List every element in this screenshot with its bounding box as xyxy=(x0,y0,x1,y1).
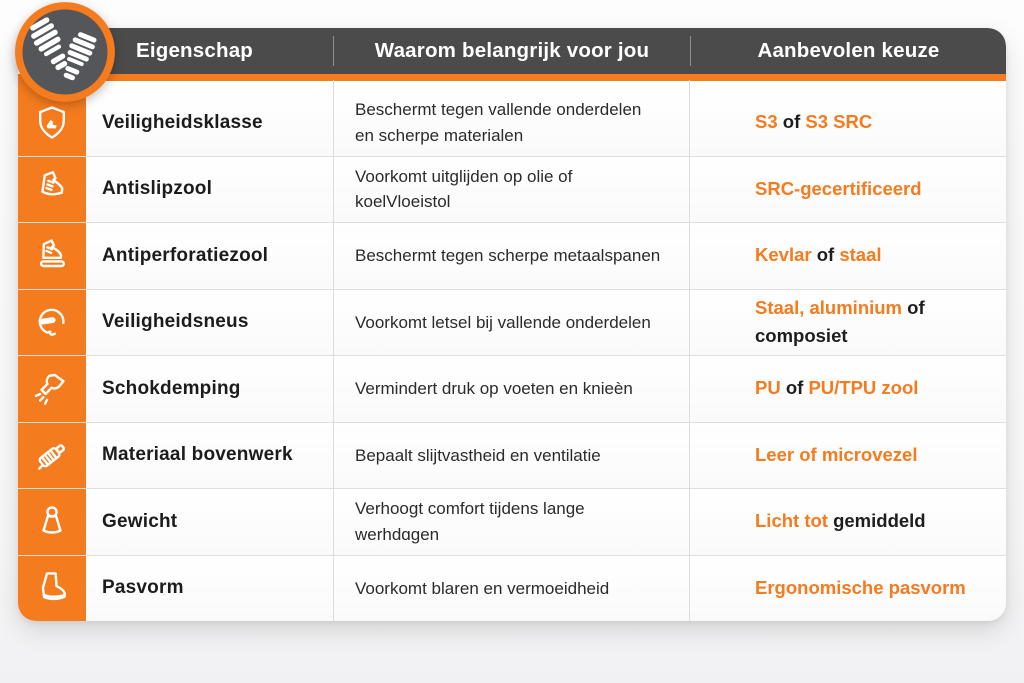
material-roll-icon xyxy=(32,435,72,475)
why-text: Verhoogt comfort tijdens lange werhdɑgen xyxy=(355,499,585,544)
choice-segment: S3 xyxy=(755,111,778,133)
table-row: Schokdemping Vermindert druk op voeten e… xyxy=(18,355,1006,422)
weight-icon xyxy=(32,502,72,542)
table-row: Antiperforatiezool Beschermt tegen scher… xyxy=(18,222,1006,289)
header-cell-eigenschap: Eigenschap xyxy=(56,28,333,74)
row-icon-cell xyxy=(18,289,86,355)
choice-text: Ergonomische pasvorm xyxy=(689,556,1006,622)
why-text: Voorkomt letsel bij vallende onderdelen xyxy=(355,312,651,332)
row-icon-cell xyxy=(18,555,86,621)
row-icon-cell xyxy=(18,223,86,289)
comparison-table-card: Eigenschap Waarom belangrijk voor jou Aa… xyxy=(18,28,1006,621)
choice-text: SRC-gecertificeerd xyxy=(689,157,1006,223)
choice-segment: of xyxy=(780,377,809,399)
why-text: Bepaalt slijtvastheid en ventilatie xyxy=(355,445,601,465)
choice-segment: PU/TPU zool xyxy=(808,377,919,399)
why-text: Beschermt tegen scherpe metaalspanen xyxy=(355,246,661,265)
header-cell-aanbevolen: Aanbevolen keuze xyxy=(691,28,1006,74)
table-body: Veiligheidsklasse Beschermt tegen vallen… xyxy=(18,90,1006,621)
choice-segment: Ergonomische pasvorm xyxy=(755,576,966,598)
header-divider xyxy=(690,36,691,66)
table-row: Materiaal bovenwerk Bepaalt slijtvasthei… xyxy=(18,421,1006,489)
row-icon-cell xyxy=(18,422,86,488)
row-icon-cell xyxy=(18,356,86,422)
header-label: Waarom belangrijk voor jou xyxy=(374,39,650,62)
header-label: Eigenschap xyxy=(135,39,254,62)
boot-icon xyxy=(32,568,72,608)
column-divider xyxy=(689,80,690,621)
hand-impact-icon xyxy=(32,369,72,409)
choice-segment: PU xyxy=(755,377,781,399)
why-text: Beschermt tegen vallende onderdelen en s… xyxy=(355,100,642,145)
why-text: Voorkomt uitglijden op olie of koelVloei… xyxy=(355,166,573,212)
choice-segment: of xyxy=(811,244,840,266)
shoe-print-logo xyxy=(14,1,116,103)
choice-text: Licht tot gemiddeld xyxy=(689,489,1006,555)
choice-segment: Licht tot xyxy=(755,510,828,532)
choice-segment: of composiet xyxy=(755,296,925,347)
choice-segment: Leer of microvezel xyxy=(755,443,918,465)
row-icon-cell xyxy=(18,156,86,222)
table-row: Gewicht Verhoogt comfort tijdens lange w… xyxy=(18,488,1006,555)
property-label: Gewicht xyxy=(102,510,178,532)
header-accent-bar xyxy=(18,74,1006,81)
choice-text: PU of PU/TPU zool xyxy=(689,356,1006,422)
row-icon-cell xyxy=(18,489,86,555)
property-label: Antiperforatiezool xyxy=(102,244,269,266)
choice-segment: SRC-gecertificeerd xyxy=(755,177,922,199)
safety-boot-icon xyxy=(32,169,72,209)
safety-toe-cap-icon xyxy=(32,302,72,342)
table-row: Pasvorm Voorkomt blaren en vermoeidheid … xyxy=(18,554,1006,622)
header-label: Aanbevolen keuze xyxy=(757,39,940,62)
property-label: Pasvorm xyxy=(102,577,184,599)
choice-segment: S3 SRC xyxy=(805,111,873,133)
property-label: Veiligheidsklasse xyxy=(102,111,263,133)
choice-segment: of xyxy=(777,111,806,133)
choice-segment: gemiddeld xyxy=(827,510,926,532)
column-divider xyxy=(333,80,334,621)
choice-text: Staal, aluminium of composiet xyxy=(689,290,1006,356)
property-label: Antislipzool xyxy=(102,178,213,200)
choice-text: Kevlar of staal xyxy=(689,223,1006,289)
header-divider xyxy=(333,36,334,66)
property-label: Veiligheidsneus xyxy=(102,311,249,333)
choice-segment: staal xyxy=(839,244,882,266)
table-row: Antislipzool Voorkomt uitglijden op olie… xyxy=(18,155,1006,223)
boot-sole-icon xyxy=(32,236,72,276)
choice-text: Leer of microvezel xyxy=(689,423,1006,489)
choice-segment: Staal, aluminium xyxy=(755,296,903,318)
choice-text: S3 of S3 SRC xyxy=(689,90,1006,156)
property-label: Schokdemping xyxy=(102,377,241,399)
why-text: Vermindert druk op voeten en knieèn xyxy=(355,379,633,398)
shield-boot-icon xyxy=(32,103,72,143)
choice-segment: Kevlar xyxy=(755,244,812,266)
property-label: Materiaal bovenwerk xyxy=(102,444,293,466)
table-header: Eigenschap Waarom belangrijk voor jou Aa… xyxy=(56,28,1006,74)
why-text: Voorkomt blaren en vermoeidheid xyxy=(355,578,610,598)
header-cell-waarom: Waarom belangrijk voor jou xyxy=(334,28,690,74)
table-row: Veiligheidsneus Voorkomt letsel bij vall… xyxy=(18,288,1006,356)
table-row: Veiligheidsklasse Beschermt tegen vallen… xyxy=(18,90,1006,156)
